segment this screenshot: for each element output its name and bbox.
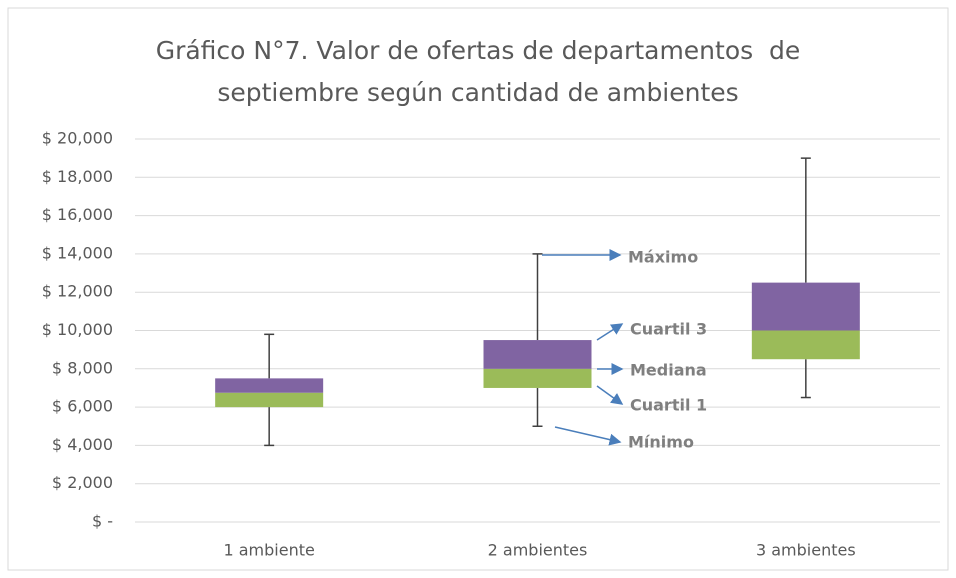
x-tick-label: 1 ambiente [223, 541, 314, 560]
box-lower [215, 392, 324, 408]
y-tick-label: $ 4,000 [52, 435, 113, 454]
y-tick-label: $ 10,000 [42, 320, 113, 339]
annotation: Cuartil 3 [630, 320, 707, 339]
y-tick-label: $ 2,000 [52, 473, 113, 492]
annotation-arrow [596, 385, 624, 405]
box-upper [751, 282, 860, 331]
chart-title: Gráfico N°7. Valor de ofertas de departa… [155, 36, 809, 107]
annotation-arrow [596, 323, 624, 341]
y-tick-label: $ 12,000 [42, 282, 113, 301]
x-tick-label: 2 ambientes [488, 541, 588, 560]
box-lower [483, 368, 592, 388]
chart-border [7, 7, 949, 571]
y-tick-label: $ 14,000 [42, 243, 113, 262]
annotation: Cuartil 1 [630, 396, 707, 415]
annotation: Máximo [628, 248, 698, 267]
box-upper [215, 378, 324, 393]
y-tick-label: $ - [92, 512, 113, 531]
y-tick-label: $ 6,000 [52, 397, 113, 416]
annotation-arrow [554, 426, 622, 446]
annotation: Mediana [630, 361, 707, 380]
x-tick-label: 3 ambientes [756, 541, 856, 560]
y-tick-label: $ 16,000 [42, 205, 113, 224]
annotation: Mínimo [628, 433, 694, 452]
box-lower [751, 330, 860, 360]
y-tick-label: $ 8,000 [52, 358, 113, 377]
box-upper [483, 340, 592, 369]
y-tick-label: $ 20,000 [42, 129, 113, 148]
y-tick-label: $ 18,000 [42, 167, 113, 186]
